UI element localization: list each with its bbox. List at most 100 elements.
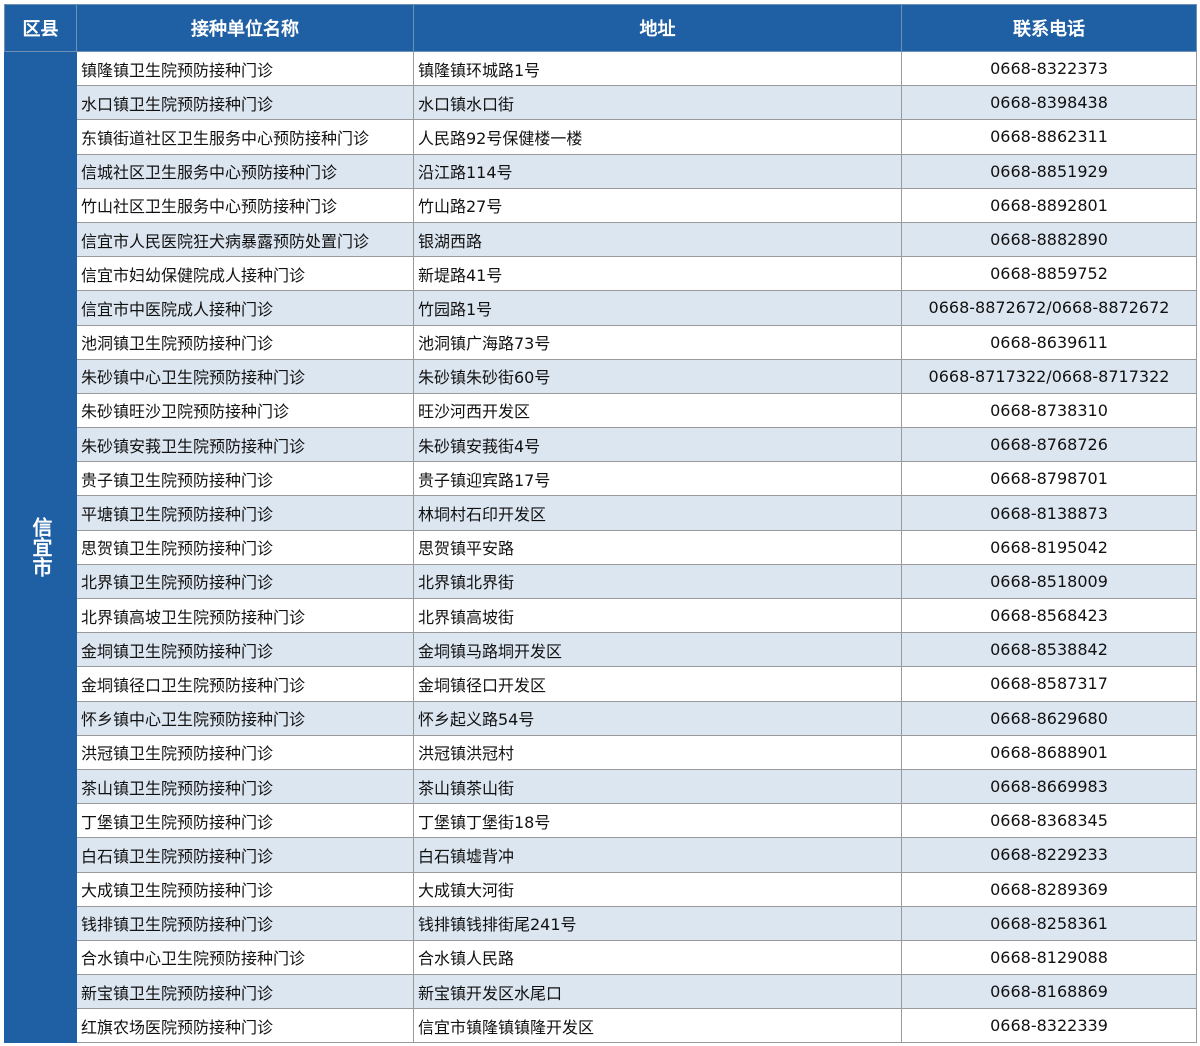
table-row: 思贺镇卫生院预防接种门诊 思贺镇平安路 0668-8195042 <box>5 529 1197 565</box>
phone-cell: 0668-8368345 <box>901 803 1197 839</box>
unit-name-cell: 东镇街道社区卫生服务中心预防接种门诊 <box>76 119 414 155</box>
phone-cell: 0668-8322339 <box>901 1008 1197 1044</box>
phone-cell: 0668-8138873 <box>901 495 1197 531</box>
table-row: 水口镇卫生院预防接种门诊 水口镇水口街 0668-8398438 <box>5 85 1197 121</box>
table-row: 茶山镇卫生院预防接种门诊 茶山镇茶山街 0668-8669983 <box>5 768 1197 805</box>
address-cell: 钱排镇钱排街尾241号 <box>413 905 902 941</box>
phone-cell: 0668-8398438 <box>901 85 1197 121</box>
address-cell: 北界镇北界街 <box>413 563 902 600</box>
unit-name-cell: 竹山社区卫生服务中心预防接种门诊 <box>76 187 414 223</box>
address-cell: 茶山镇茶山街 <box>413 768 902 805</box>
address-cell: 金垌镇径口开发区 <box>413 666 902 702</box>
table-body: 信宜市 镇隆镇卫生院预防接种门诊 镇隆镇环城路1号 0668-8322373 水口镇卫生… <box>4 50 1197 1044</box>
unit-name-cell: 茶山镇卫生院预防接种门诊 <box>76 768 414 805</box>
phone-cell: 0668-8568423 <box>901 597 1197 634</box>
address-cell: 竹园路1号 <box>413 290 902 326</box>
table-row: 东镇街道社区卫生服务中心预防接种门诊 人民路92号保健楼一楼 0668-886231… <box>5 119 1197 155</box>
table-row: 信宜市妇幼保健院成人接种门诊 新堤路41号 0668-8859752 <box>5 256 1197 292</box>
phone-cell: 0668-8669983 <box>901 768 1197 805</box>
phone-cell: 0668-8289369 <box>901 871 1197 907</box>
phone-cell: 0668-8768726 <box>901 427 1197 463</box>
phone-cell: 0668-8862311 <box>901 119 1197 155</box>
address-cell: 合水镇人民路 <box>413 939 902 976</box>
unit-name-cell: 钱排镇卫生院预防接种门诊 <box>76 905 414 941</box>
unit-name-cell: 朱砂镇安莪卫生院预防接种门诊 <box>76 427 414 463</box>
table-row: 新宝镇卫生院预防接种门诊 新宝镇开发区水尾口 0668-8168869 <box>5 974 1197 1010</box>
address-cell: 池洞镇广海路73号 <box>413 324 902 360</box>
phone-cell: 0668-8629680 <box>901 700 1197 736</box>
header-name: 接种单位名称 <box>76 4 414 52</box>
table-row: 钱排镇卫生院预防接种门诊 钱排镇钱排街尾241号 0668-8258361 <box>5 905 1197 941</box>
address-cell: 大成镇大河街 <box>413 871 902 907</box>
table-row: 金垌镇卫生院预防接种门诊 金垌镇马路垌开发区 0668-8538842 <box>5 632 1197 668</box>
address-cell: 贵子镇迎宾路17号 <box>413 461 902 497</box>
phone-cell: 0668-8851929 <box>901 153 1197 189</box>
address-cell: 竹山路27号 <box>413 187 902 223</box>
table-row: 信宜市人民医院狂犬病暴露预防处置门诊 银湖西路 0668-8882890 <box>5 221 1197 258</box>
phone-cell: 0668-8882890 <box>901 221 1197 258</box>
table-row: 贵子镇卫生院预防接种门诊 贵子镇迎宾路17号 0668-8798701 <box>5 461 1197 497</box>
table-row: 朱砂镇中心卫生院预防接种门诊 朱砂镇朱砂街60号 0668-8717322/0668… <box>5 358 1197 394</box>
table-row: 怀乡镇中心卫生院预防接种门诊 怀乡起义路54号 0668-8629680 <box>5 700 1197 736</box>
unit-name-cell: 北界镇卫生院预防接种门诊 <box>76 563 414 600</box>
unit-name-cell: 合水镇中心卫生院预防接种门诊 <box>76 939 414 976</box>
unit-name-cell: 朱砂镇旺沙卫院预防接种门诊 <box>76 392 414 429</box>
address-cell: 新宝镇开发区水尾口 <box>413 974 902 1010</box>
address-cell: 洪冠镇洪冠村 <box>413 734 902 770</box>
table-row: 平塘镇卫生院预防接种门诊 林垌村石印开发区 0668-8138873 <box>5 495 1197 531</box>
unit-name-cell: 新宝镇卫生院预防接种门诊 <box>76 974 414 1010</box>
phone-cell: 0668-8587317 <box>901 666 1197 702</box>
unit-name-cell: 丁堡镇卫生院预防接种门诊 <box>76 803 414 839</box>
district-cell: 信宜市 <box>4 50 77 1044</box>
address-cell: 新堤路41号 <box>413 256 902 292</box>
address-cell: 朱砂镇朱砂街60号 <box>413 358 902 394</box>
table-row: 洪冠镇卫生院预防接种门诊 洪冠镇洪冠村 0668-8688901 <box>5 734 1197 770</box>
table-row: 朱砂镇旺沙卫院预防接种门诊 旺沙河西开发区 0668-8738310 <box>5 392 1197 429</box>
table-row: 信宜市 镇隆镇卫生院预防接种门诊 镇隆镇环城路1号 0668-8322373 <box>4 50 1197 1044</box>
unit-name-cell: 金垌镇径口卫生院预防接种门诊 <box>76 666 414 702</box>
address-cell: 丁堡镇丁堡街18号 <box>413 803 902 839</box>
unit-name-cell: 白石镇卫生院预防接种门诊 <box>76 837 414 873</box>
phone-cell: 0668-8538842 <box>901 632 1197 668</box>
address-cell: 银湖西路 <box>413 221 902 258</box>
unit-name-cell: 北界镇高坡卫生院预防接种门诊 <box>76 597 414 634</box>
address-cell: 信宜市镇隆镇镇隆开发区 <box>413 1008 902 1044</box>
address-cell: 水口镇水口街 <box>413 85 902 121</box>
unit-name-cell: 洪冠镇卫生院预防接种门诊 <box>76 734 414 770</box>
header-row: 区县 接种单位名称 地址 联系电话 <box>4 4 1197 52</box>
table-row: 红旗农场医院预防接种门诊 信宜市镇隆镇镇隆开发区 0668-8322339 <box>5 1008 1197 1044</box>
unit-name-cell: 大成镇卫生院预防接种门诊 <box>76 871 414 907</box>
unit-name-cell: 金垌镇卫生院预防接种门诊 <box>76 632 414 668</box>
address-cell: 白石镇墟背冲 <box>413 837 902 873</box>
table-row: 合水镇中心卫生院预防接种门诊 合水镇人民路 0668-8129088 <box>5 939 1197 976</box>
phone-cell: 0668-8798701 <box>901 461 1197 497</box>
address-cell: 沿江路114号 <box>413 153 902 189</box>
unit-name-cell: 平塘镇卫生院预防接种门诊 <box>76 495 414 531</box>
table-row: 丁堡镇卫生院预防接种门诊 丁堡镇丁堡街18号 0668-8368345 <box>5 803 1197 839</box>
unit-name-cell: 信宜市中医院成人接种门诊 <box>76 290 414 326</box>
phone-cell: 0668-8322373 <box>901 50 1197 87</box>
address-cell: 林垌村石印开发区 <box>413 495 902 531</box>
unit-name-cell: 信宜市人民医院狂犬病暴露预防处置门诊 <box>76 221 414 258</box>
header-phone: 联系电话 <box>901 4 1197 52</box>
table-row: 北界镇卫生院预防接种门诊 北界镇北界街 0668-8518009 <box>5 563 1197 600</box>
vaccination-sites-table: 区县 接种单位名称 地址 联系电话 信宜市 镇隆镇卫生院预防接种门诊 镇隆镇环城路1… <box>4 4 1197 1044</box>
unit-name-cell: 池洞镇卫生院预防接种门诊 <box>76 324 414 360</box>
phone-cell: 0668-8229233 <box>901 837 1197 873</box>
address-cell: 镇隆镇环城路1号 <box>413 50 902 87</box>
unit-name-cell: 贵子镇卫生院预防接种门诊 <box>76 461 414 497</box>
phone-cell: 0668-8129088 <box>901 939 1197 976</box>
unit-name-cell: 朱砂镇中心卫生院预防接种门诊 <box>76 358 414 394</box>
phone-cell: 0668-8688901 <box>901 734 1197 770</box>
table-row: 池洞镇卫生院预防接种门诊 池洞镇广海路73号 0668-8639611 <box>5 324 1197 360</box>
address-cell: 怀乡起义路54号 <box>413 700 902 736</box>
unit-name-cell: 信宜市妇幼保健院成人接种门诊 <box>76 256 414 292</box>
unit-name-cell: 镇隆镇卫生院预防接种门诊 <box>76 50 414 87</box>
phone-cell: 0668-8195042 <box>901 529 1197 565</box>
unit-name-cell: 怀乡镇中心卫生院预防接种门诊 <box>76 700 414 736</box>
table-row: 朱砂镇安莪卫生院预防接种门诊 朱砂镇安莪街4号 0668-8768726 <box>5 427 1197 463</box>
unit-name-cell: 红旗农场医院预防接种门诊 <box>76 1008 414 1044</box>
phone-cell: 0668-8717322/0668-8717322 <box>901 358 1197 394</box>
address-cell: 朱砂镇安莪街4号 <box>413 427 902 463</box>
phone-cell: 0668-8258361 <box>901 905 1197 941</box>
